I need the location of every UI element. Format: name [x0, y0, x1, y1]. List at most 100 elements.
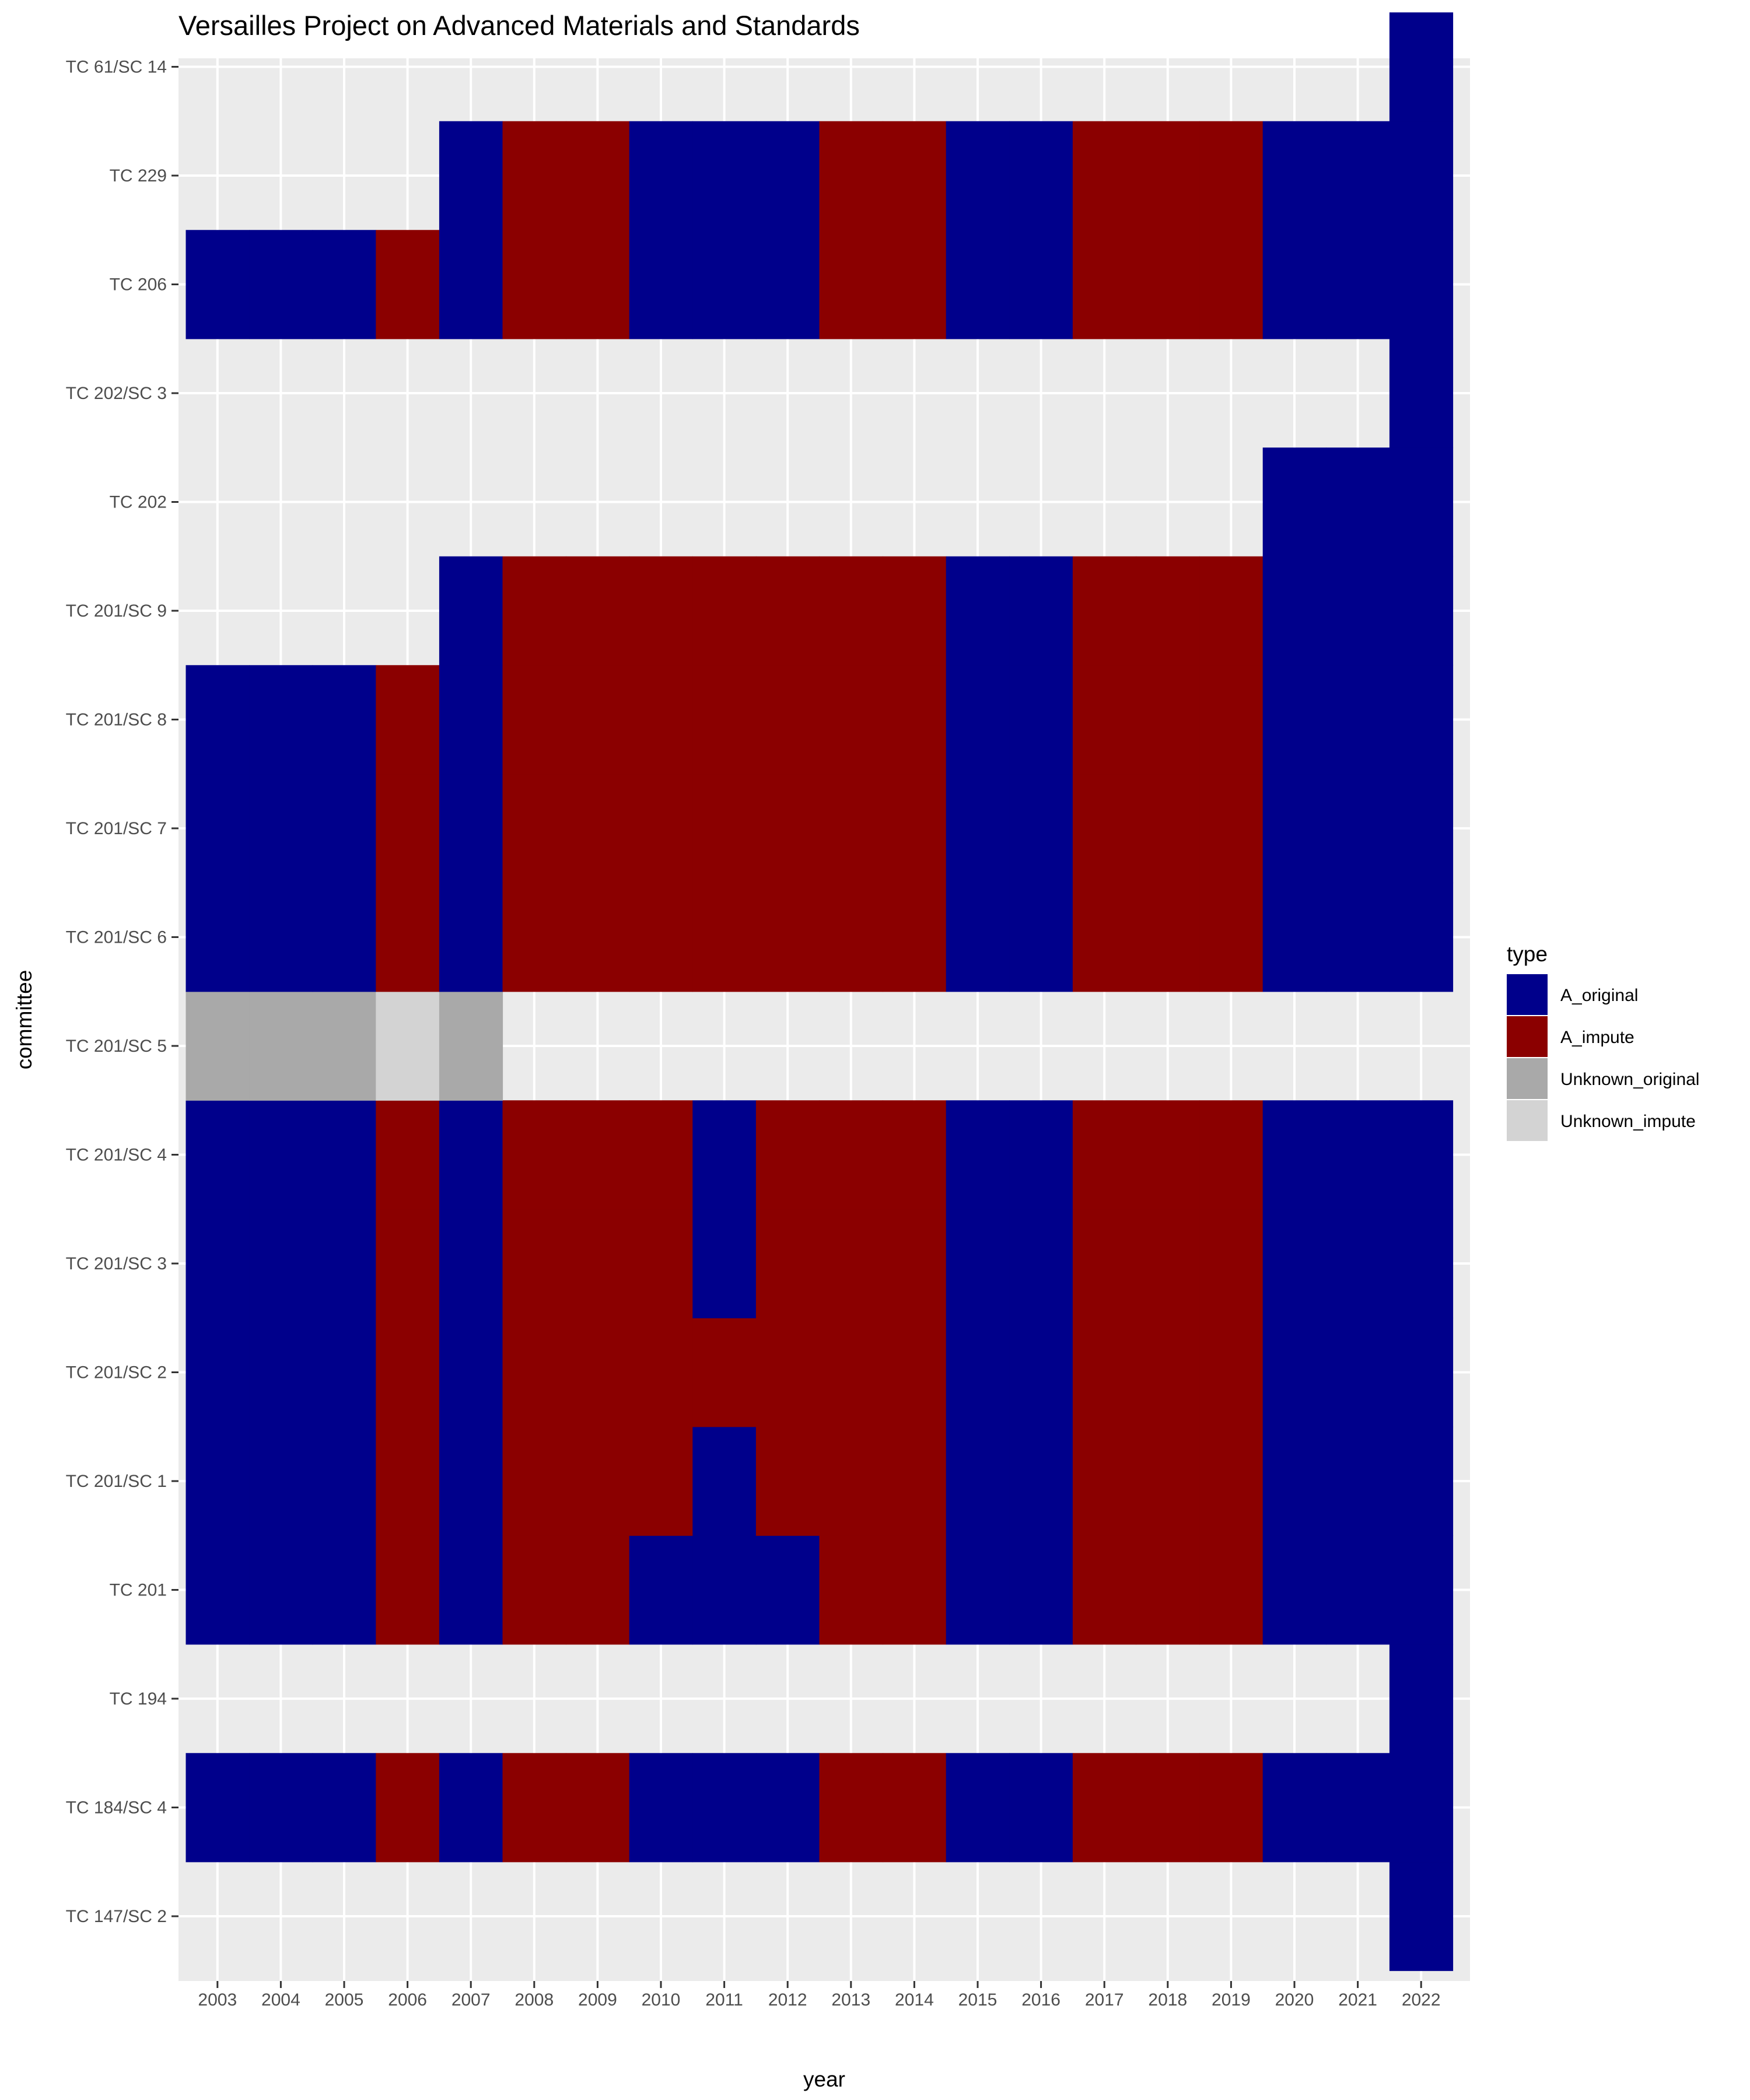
- heatmap-cell: [692, 774, 757, 883]
- heatmap-cell: [1262, 1535, 1326, 1645]
- y-tick-label: TC 201/SC 8: [66, 710, 167, 730]
- legend-label: A_original: [1560, 986, 1638, 1005]
- heatmap-cell: [883, 1535, 947, 1645]
- heatmap-cell: [566, 1426, 630, 1536]
- heatmap-cell: [439, 230, 503, 340]
- heatmap-cell: [502, 1209, 566, 1318]
- x-tick-label: 2016: [1021, 1990, 1060, 2010]
- heatmap-cell: [1009, 1753, 1073, 1863]
- heatmap-cell: [1326, 1100, 1390, 1210]
- heatmap-cell: [1389, 1100, 1454, 1210]
- heatmap-cell: [1009, 1318, 1073, 1427]
- heatmap-cell: [439, 1209, 503, 1318]
- heatmap-cell: [376, 1535, 440, 1645]
- heatmap-cell: [1326, 1209, 1390, 1318]
- heatmap-cell: [249, 1426, 313, 1536]
- x-tick-label: 2006: [388, 1990, 427, 2010]
- heatmap-cell: [692, 1318, 757, 1427]
- heatmap-cell: [1009, 1209, 1073, 1318]
- heatmap-cell: [755, 1753, 820, 1863]
- heatmap-cell: [312, 665, 376, 775]
- x-tick-label: 2013: [831, 1990, 870, 2010]
- heatmap-cell: [1326, 1535, 1390, 1645]
- heatmap-cell: [819, 1100, 883, 1210]
- legend-key: [1507, 1058, 1548, 1099]
- heatmap-cell: [755, 556, 820, 666]
- x-tick-label: 2007: [452, 1990, 491, 2010]
- x-tick-label: 2008: [514, 1990, 554, 2010]
- heatmap-cell: [1199, 883, 1264, 992]
- heatmap-cell: [312, 1753, 376, 1863]
- heatmap-cell: [629, 1753, 693, 1863]
- heatmap-cell: [819, 1318, 883, 1427]
- heatmap-cell: [1009, 230, 1073, 340]
- heatmap-cell: [629, 230, 693, 340]
- heatmap-cell: [1262, 1209, 1326, 1318]
- heatmap-cell: [1326, 1426, 1390, 1536]
- heatmap-cell: [186, 991, 250, 1101]
- heatmap-cell: [1009, 665, 1073, 775]
- heatmap-cell: [1389, 556, 1454, 666]
- x-tick-label: 2022: [1402, 1990, 1441, 2010]
- heatmap-cell: [1262, 556, 1326, 666]
- y-tick-label: TC 201/SC 4: [66, 1146, 167, 1165]
- heatmap-cell: [502, 1426, 566, 1536]
- heatmap-cell: [502, 1318, 566, 1427]
- y-tick-label: TC 201: [110, 1581, 167, 1600]
- y-axis-title: committee: [12, 970, 36, 1070]
- heatmap-cell: [883, 230, 947, 340]
- heatmap-cell: [692, 230, 757, 340]
- heatmap-cell: [629, 556, 693, 666]
- heatmap-cell: [439, 991, 503, 1101]
- x-tick-label: 2005: [325, 1990, 364, 2010]
- heatmap-cell: [1389, 1861, 1454, 1971]
- heatmap-cell: [1326, 883, 1390, 992]
- heatmap-cell: [439, 1535, 503, 1645]
- y-tick-label: TC 201/SC 1: [66, 1472, 167, 1491]
- heatmap-cell: [1072, 774, 1137, 883]
- heatmap-cell: [692, 1209, 757, 1318]
- heatmap-cell: [312, 1535, 376, 1645]
- heatmap-cell: [566, 665, 630, 775]
- heatmap-cell: [755, 883, 820, 992]
- heatmap-cell: [439, 1753, 503, 1863]
- heatmap-cell: [439, 1318, 503, 1427]
- heatmap-cell: [755, 774, 820, 883]
- heatmap-cell: [819, 883, 883, 992]
- heatmap-cell: [1136, 121, 1200, 230]
- heatmap-cell: [312, 1318, 376, 1427]
- heatmap-cell: [1389, 1753, 1454, 1863]
- x-axis: 2003 2004 2005 2006 2007 2008 2009 2010 2011 2012…: [198, 1981, 1441, 2010]
- legend-label: A_impute: [1560, 1028, 1634, 1047]
- heatmap-cell: [439, 121, 503, 230]
- heatmap-cell: [1389, 883, 1454, 992]
- heatmap-cell: [1136, 774, 1200, 883]
- legend-label: Unknown_impute: [1560, 1112, 1696, 1131]
- heatmap-cell: [1199, 774, 1264, 883]
- heatmap-cell: [186, 1535, 250, 1645]
- heatmap-cell: [1136, 665, 1200, 775]
- y-tick-label: TC 184/SC 4: [66, 1798, 167, 1818]
- heatmap-cell: [186, 1753, 250, 1863]
- y-tick-label: TC 202/SC 3: [66, 384, 167, 403]
- heatmap-cell: [1072, 1753, 1137, 1863]
- heatmap-cell: [819, 774, 883, 883]
- heatmap-cell: [1199, 230, 1264, 340]
- heatmap-cell: [249, 1535, 313, 1645]
- heatmap-cell: [186, 1426, 250, 1536]
- heatmap-cell: [1326, 447, 1390, 557]
- legend-items: A_original A_impute Unknown_original Unknow…: [1507, 974, 1699, 1141]
- heatmap-cell: [186, 1100, 250, 1210]
- heatmap-cell: [502, 665, 566, 775]
- heatmap-cell: [1326, 230, 1390, 340]
- heatmap-cell: [1326, 556, 1390, 666]
- heatmap-cell: [755, 1535, 820, 1645]
- heatmap-cell: [249, 774, 313, 883]
- heatmap-cell: [312, 1426, 376, 1536]
- heatmap-cell: [566, 230, 630, 340]
- heatmap-cell: [692, 1753, 757, 1863]
- x-tick-label: 2015: [958, 1990, 998, 2010]
- heatmap-cell: [1072, 883, 1137, 992]
- heatmap-cell: [1009, 1100, 1073, 1210]
- heatmap-cell: [1326, 774, 1390, 883]
